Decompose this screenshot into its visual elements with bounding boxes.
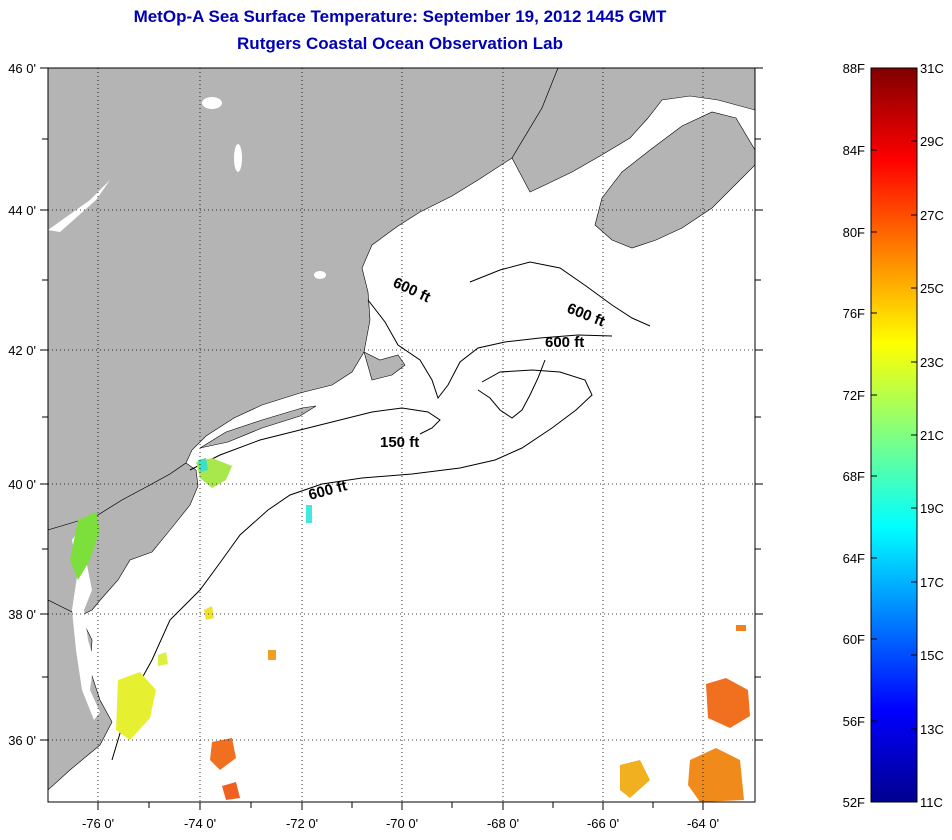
cb-c-21: 21C — [920, 428, 944, 443]
cb-f-76: 76F — [843, 306, 865, 321]
cb-f-72: 72F — [843, 388, 865, 403]
cb-f-64: 64F — [843, 551, 865, 566]
cb-c-23: 23C — [920, 355, 944, 370]
cb-c-31: 31C — [920, 61, 944, 76]
lon-label-64: -64 0' — [687, 816, 719, 831]
lon-label-68: -68 0' — [487, 816, 519, 831]
lake-1 — [202, 97, 222, 109]
colorbar-f-labels: 88F 84F 80F 76F 72F 68F 64F 60F 56F 52F — [843, 61, 865, 810]
lon-label-74: -74 0' — [184, 816, 216, 831]
lon-labels: -76 0' -74 0' -72 0' -70 0' -68 0' -66 0… — [82, 816, 719, 831]
colorbar — [871, 68, 917, 802]
cb-f-68: 68F — [843, 469, 865, 484]
cb-c-25: 25C — [920, 281, 944, 296]
cb-c-19: 19C — [920, 501, 944, 516]
cb-c-15: 15C — [920, 648, 944, 663]
cb-c-29: 29C — [920, 134, 944, 149]
lake-champlain — [234, 144, 242, 172]
cb-c-13: 13C — [920, 722, 944, 737]
contour-label-3: 600 ft — [545, 334, 584, 351]
lon-label-70: -70 0' — [386, 816, 418, 831]
cb-f-52: 52F — [843, 795, 865, 810]
cb-c-11: 11C — [920, 795, 943, 810]
cb-f-84: 84F — [843, 143, 865, 158]
lat-labels: 46 0' 44 0' 42 0' 40 0' 38 0' 36 0' — [8, 61, 36, 748]
lat-label-36: 36 0' — [8, 733, 36, 748]
cb-c-27: 27C — [920, 208, 944, 223]
cb-c-17: 17C — [920, 575, 944, 590]
contour-label-150: 150 ft — [380, 434, 419, 451]
lat-label-40: 40 0' — [8, 477, 36, 492]
lat-label-42: 42 0' — [8, 343, 36, 358]
colorbar-c-labels: 31C 29C 27C 25C 23C 21C 19C 17C 15C 13C … — [920, 61, 944, 810]
lon-label-76: -76 0' — [82, 816, 114, 831]
cb-f-56: 56F — [843, 714, 865, 729]
cb-f-80: 80F — [843, 225, 865, 240]
lat-label-46: 46 0' — [8, 61, 36, 76]
lon-label-66: -66 0' — [587, 816, 619, 831]
cb-f-60: 60F — [843, 632, 865, 647]
lon-label-72: -72 0' — [286, 816, 318, 831]
cb-f-88: 88F — [843, 61, 865, 76]
lat-label-44: 44 0' — [8, 203, 36, 218]
lat-label-38: 38 0' — [8, 607, 36, 622]
lake-3 — [314, 271, 326, 279]
